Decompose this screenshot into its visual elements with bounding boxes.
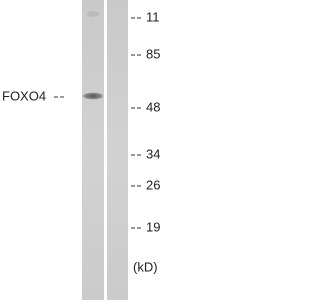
lane-artifact [87, 11, 99, 17]
protein-label: FOXO4 [2, 88, 46, 103]
marker-label: 11 [146, 9, 160, 24]
marker-label: 19 [146, 219, 160, 234]
marker-label: 34 [146, 146, 160, 161]
labels: FOXO4 [2, 88, 66, 103]
western-blot: FOXO4 11 85 48 34 26 19 (kD) [2, 0, 160, 300]
marker-label: 26 [146, 177, 160, 192]
lane-1 [82, 0, 104, 300]
marker-label: 48 [146, 99, 160, 114]
protein-band [81, 92, 105, 100]
unit-label: (kD) [133, 259, 158, 274]
lane-2 [107, 0, 128, 300]
marker-label: 85 [146, 46, 160, 61]
